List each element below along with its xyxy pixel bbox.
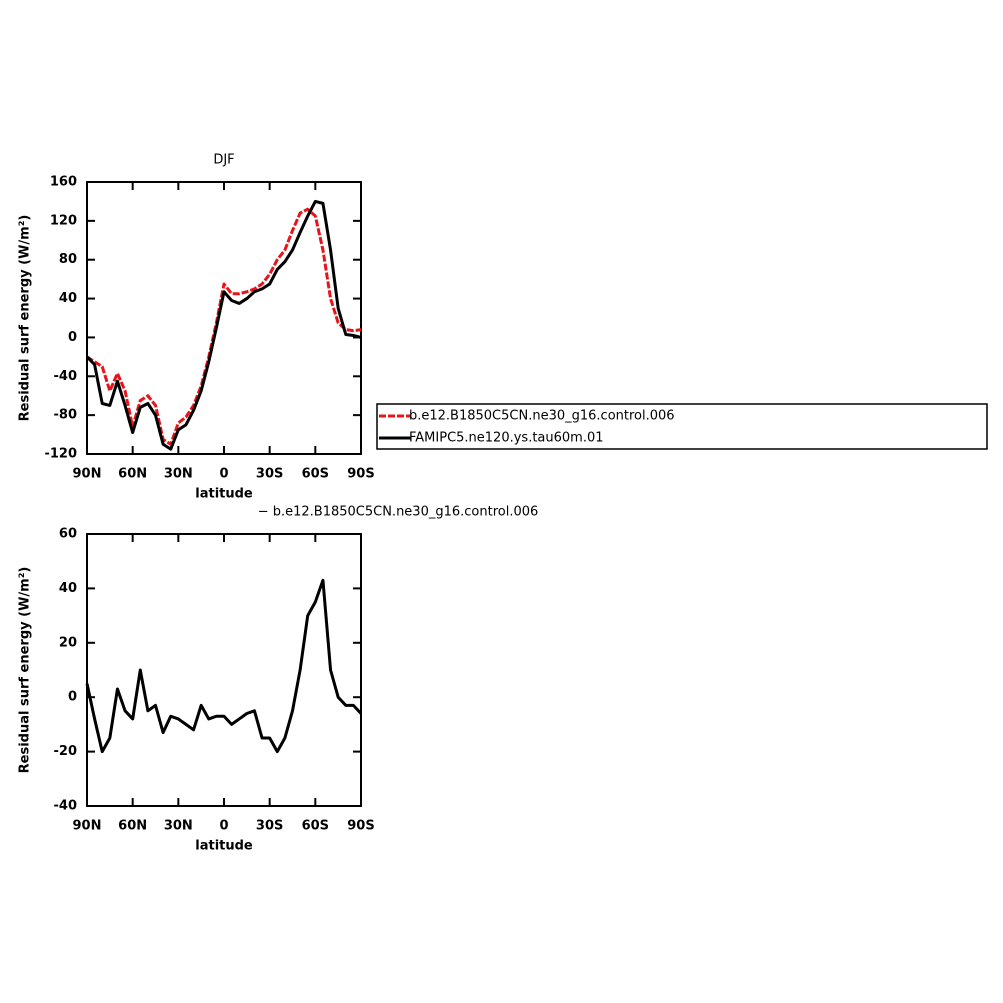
x-axis-label: latitude	[195, 487, 253, 502]
y-tick-label: -40	[54, 799, 78, 814]
legend-box	[376, 403, 988, 450]
y-axis-label: Residual surf energy (W/m²)	[18, 567, 33, 774]
chart-title: DJF	[213, 153, 234, 168]
x-tick-label: 30S	[256, 467, 283, 482]
y-tick-label: 20	[59, 635, 77, 650]
plot-frame	[86, 533, 362, 807]
x-tick-label: 60N	[118, 819, 147, 834]
y-axis-label: Residual surf energy (W/m²)	[18, 215, 33, 422]
x-tick-label: 60S	[302, 819, 329, 834]
x-axis-label: latitude	[195, 839, 253, 854]
y-tick-label: -20	[54, 744, 78, 759]
y-tick-label: -80	[54, 408, 78, 423]
x-tick-label: 60N	[118, 467, 147, 482]
x-tick-label: 30S	[256, 819, 283, 834]
y-tick-label: 160	[50, 175, 77, 190]
y-tick-label: 80	[59, 252, 77, 267]
line-series	[86, 207, 362, 446]
y-tick-label: 40	[59, 581, 77, 596]
y-tick-label: 60	[59, 527, 77, 542]
x-tick-label: 30N	[164, 819, 193, 834]
x-tick-label: 0	[219, 467, 228, 482]
line-series	[85, 578, 363, 754]
y-tick-label: -120	[44, 447, 77, 462]
y-tick-label: 40	[59, 291, 77, 306]
x-tick-label: 90S	[347, 819, 374, 834]
legend-label: b.e12.B1850C5CN.ne30_g16.control.006	[409, 409, 675, 424]
x-tick-label: 90N	[73, 467, 102, 482]
y-tick-label: 0	[68, 330, 77, 345]
legend-label: FAMIPC5.ne120.ys.tau60m.01	[409, 431, 604, 446]
line-series	[85, 199, 362, 451]
x-tick-label: 90N	[73, 819, 102, 834]
y-tick-label: 120	[50, 213, 77, 228]
x-tick-label: 90S	[347, 467, 374, 482]
y-tick-label: 0	[68, 690, 77, 705]
chart-title: − b.e12.B1850C5CN.ne30_g16.control.006	[258, 505, 539, 520]
x-tick-label: 30N	[164, 467, 193, 482]
x-tick-label: 0	[219, 819, 228, 834]
y-tick-label: -40	[54, 369, 78, 384]
x-tick-label: 60S	[302, 467, 329, 482]
